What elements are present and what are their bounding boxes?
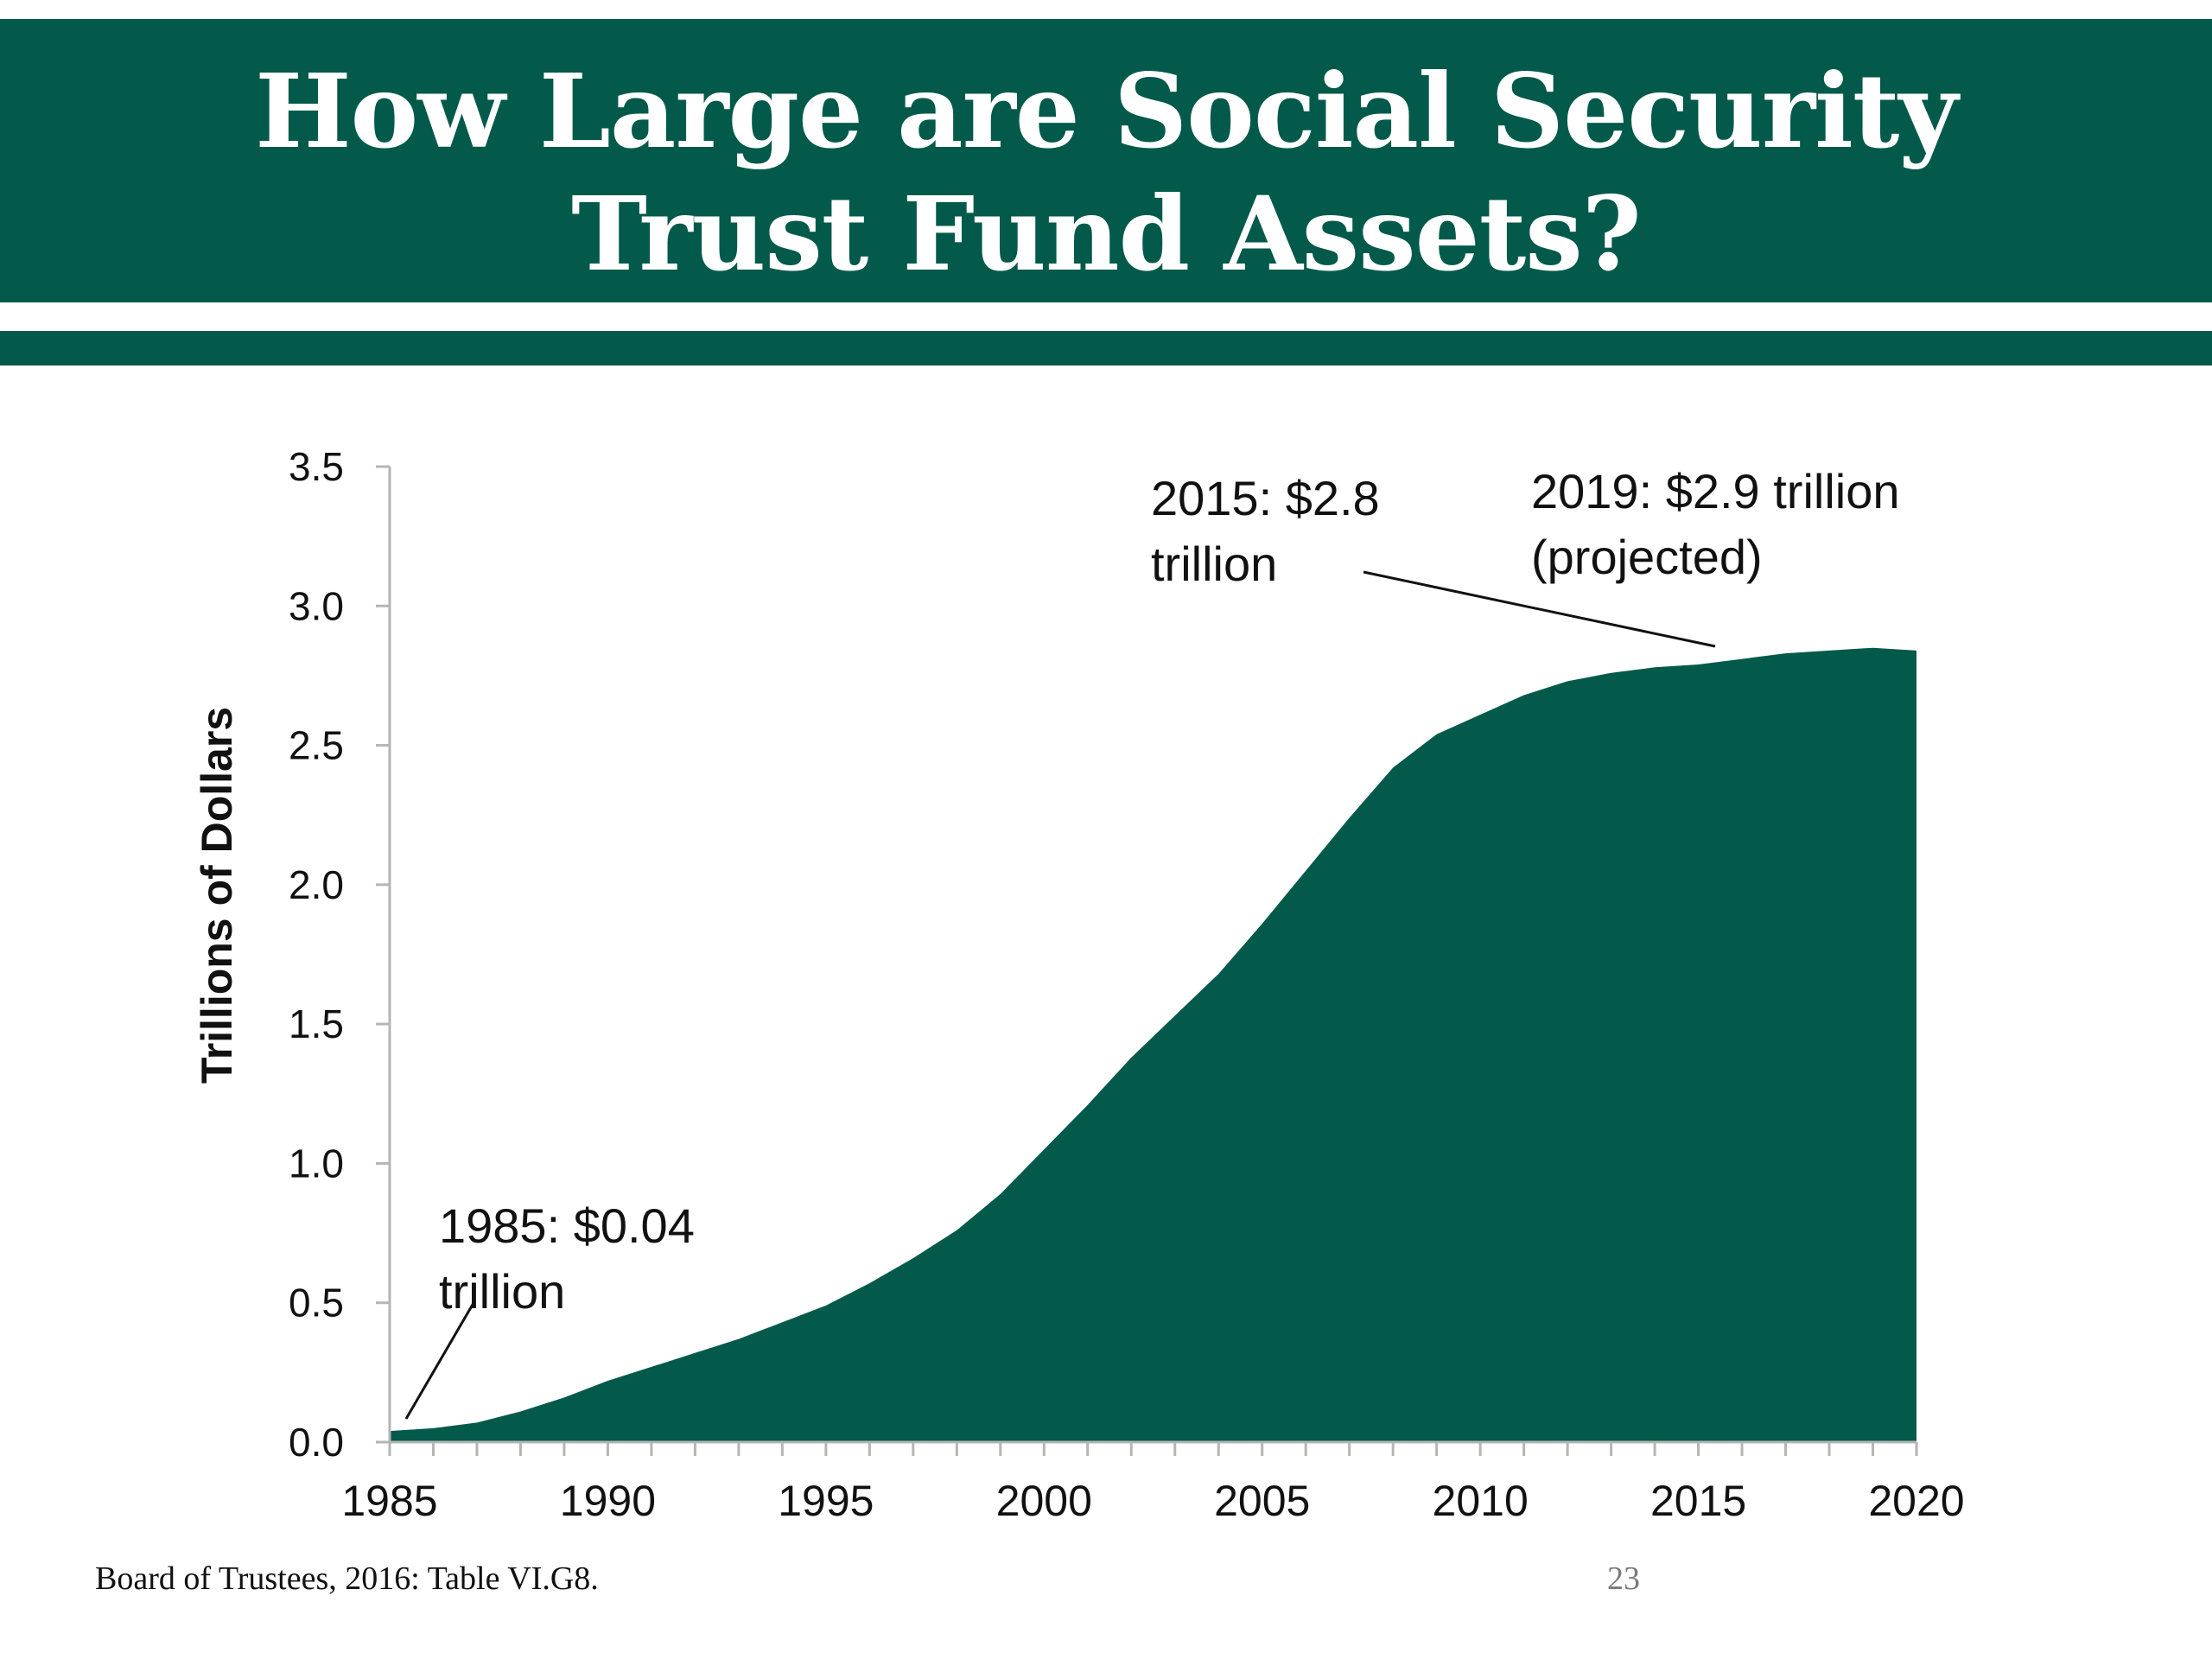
annotation-label: 2019: $2.9 trillion (projected) [1531, 464, 1900, 584]
title-line-2: Trust Fund Assets? [571, 174, 1642, 294]
x-tick-label: 2010 [1433, 1477, 1529, 1525]
y-tick-label: 2.5 [289, 723, 344, 768]
header-band [0, 19, 2212, 302]
y-tick-label: 1.5 [289, 1001, 344, 1046]
annotation-label: 1985: $0.04 trillion [439, 1198, 695, 1319]
x-tick-label: 1990 [560, 1477, 656, 1525]
x-tick-label: 1995 [778, 1477, 874, 1525]
title-line-1: How Large are Social Security [255, 51, 1958, 171]
x-tick-label: 2015 [1650, 1477, 1746, 1525]
page-number: 23 [1607, 1560, 1640, 1597]
y-tick-label: 0.0 [289, 1420, 344, 1465]
y-tick-label: 0.5 [289, 1281, 344, 1325]
page-title: How Large are Social Security Trust Fund… [0, 50, 2212, 296]
annotation-leader-line [404, 1302, 475, 1420]
y-axis-label: Trillions of Dollars [193, 707, 241, 1084]
source-note: Board of Trustees, 2016: Table VI.G8. [95, 1560, 599, 1597]
annotation-leader-line [1363, 570, 1716, 648]
y-tick-label: 3.5 [289, 444, 344, 489]
x-tick-label: 2000 [996, 1477, 1092, 1525]
area-series [390, 647, 1916, 1442]
y-tick-label: 1.0 [289, 1141, 344, 1185]
annotation-label: 2015: $2.8 trillion [1151, 471, 1380, 591]
header-stripe [0, 331, 2212, 365]
y-tick-label: 2.0 [289, 862, 344, 907]
y-tick-label: 3.0 [289, 583, 344, 628]
x-tick-label: 1985 [341, 1477, 437, 1525]
x-tick-label: 2005 [1214, 1477, 1310, 1525]
x-tick-label: 2020 [1868, 1477, 1964, 1525]
